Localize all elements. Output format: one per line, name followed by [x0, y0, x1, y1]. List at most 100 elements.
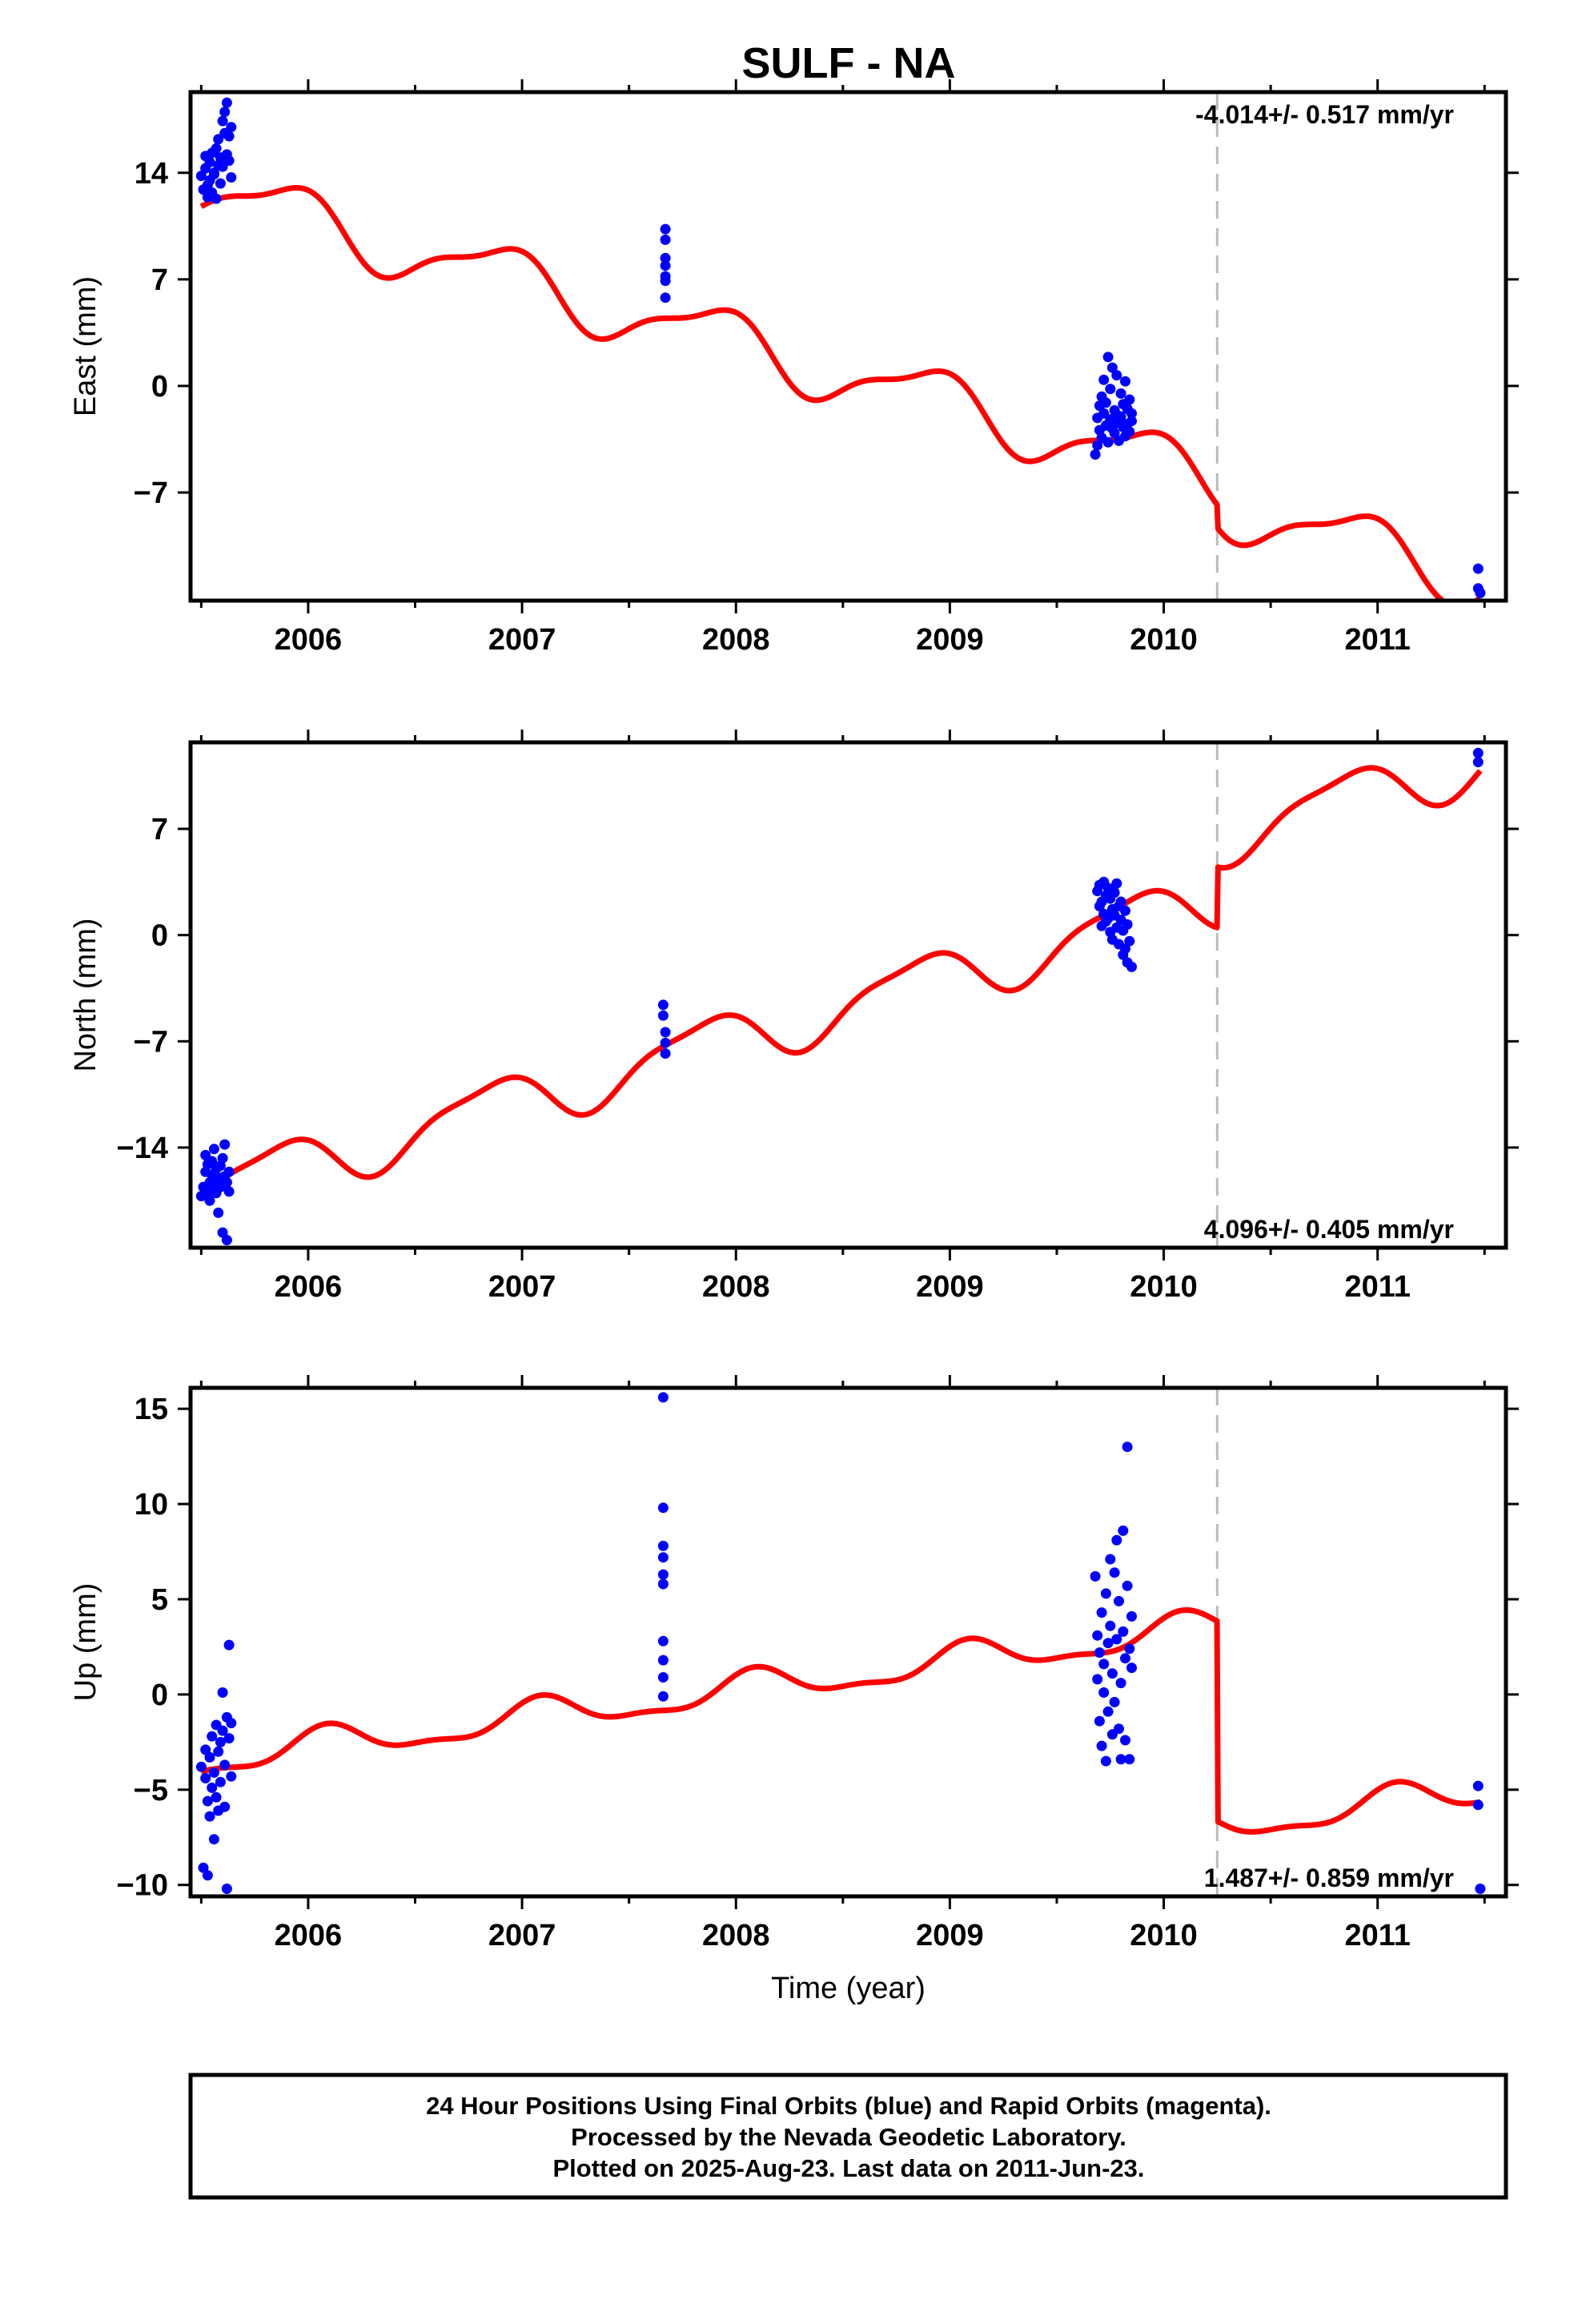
- north-y-tick-label: 0: [151, 919, 168, 953]
- east-data-point: [1102, 352, 1114, 363]
- up-data-point: [223, 1639, 235, 1651]
- east-x-tick-label: 2011: [1344, 623, 1410, 657]
- east-data-point: [1124, 394, 1135, 405]
- east-data-point: [195, 171, 207, 182]
- east-data-point: [1100, 397, 1111, 408]
- east-data-point: [217, 115, 228, 127]
- north-data-point: [223, 1186, 235, 1197]
- up-y-tick-label: 0: [151, 1679, 168, 1712]
- up-y-axis-label: Up (mm): [69, 1583, 102, 1702]
- up-y-tick-label: −10: [117, 1869, 168, 1903]
- up-data-point: [657, 1502, 669, 1514]
- north-data-point: [1111, 878, 1122, 889]
- east-panel: 2006 2007 2008 2009 2010 2011 −7 0 7 14 East (mm) -…: [69, 79, 1519, 657]
- up-data-point: [207, 1731, 218, 1742]
- north-data-point: [657, 1010, 669, 1021]
- up-data-point: [1102, 1638, 1114, 1649]
- north-y-tick-label: −7: [134, 1025, 168, 1059]
- up-data-point: [195, 1761, 207, 1772]
- up-data-point: [1092, 1674, 1103, 1685]
- north-data-point: [204, 1195, 215, 1206]
- north-data-point: [217, 1152, 228, 1164]
- up-data-point: [657, 1578, 669, 1590]
- east-data-point: [660, 223, 671, 235]
- up-data-point: [1096, 1740, 1107, 1751]
- up-model-curve: [199, 1607, 1483, 1835]
- up-data-point: [1124, 1754, 1135, 1765]
- east-x-tick-label: 2007: [488, 623, 556, 657]
- up-x-tick-label: 2011: [1344, 1919, 1410, 1952]
- up-data-point: [657, 1655, 669, 1666]
- east-y-tick-label: 0: [151, 370, 168, 404]
- up-plot-frame: [188, 1385, 1508, 1899]
- north-data-point: [1120, 905, 1130, 916]
- up-data-point: [219, 1759, 231, 1771]
- north-plot-frame: [188, 740, 1508, 1250]
- east-data-point: [204, 157, 215, 167]
- east-data-point: [1126, 408, 1137, 419]
- up-velocity-annotation: 1.487+/- 0.859 mm/yr: [1204, 1864, 1454, 1892]
- east-data-point: [660, 275, 671, 287]
- north-model-curve: [199, 765, 1483, 1201]
- east-data-point: [223, 131, 235, 142]
- up-data-point: [215, 1736, 226, 1747]
- east-data-point: [1111, 370, 1122, 381]
- east-data-point: [1126, 416, 1137, 427]
- north-x-tick-label: 2009: [916, 1270, 984, 1304]
- footer-line-1: 24 Hour Positions Using Final Orbits (bl…: [426, 2092, 1271, 2120]
- up-data-point: [657, 1672, 669, 1683]
- up-x-tick-label: 2009: [916, 1919, 984, 1952]
- east-data-point: [1115, 388, 1126, 399]
- east-y-tick-label: 7: [151, 263, 168, 297]
- east-data-point: [1098, 408, 1110, 419]
- east-data-point: [215, 178, 226, 189]
- east-data-point: [1115, 411, 1126, 422]
- up-data-point: [200, 1744, 211, 1755]
- north-data-point: [1124, 935, 1135, 947]
- up-data-point: [223, 1733, 235, 1744]
- up-data-point: [1109, 1696, 1120, 1707]
- up-data-point: [211, 1791, 222, 1803]
- north-data-point: [1122, 919, 1133, 930]
- up-data-point: [1096, 1607, 1107, 1618]
- north-data-point: [213, 1207, 224, 1218]
- up-data-point: [219, 1801, 231, 1812]
- up-data-point: [217, 1687, 228, 1698]
- up-data-point: [1475, 1884, 1486, 1894]
- up-data-point: [657, 1569, 669, 1580]
- up-data-point: [1118, 1626, 1129, 1637]
- east-data-point: [1124, 426, 1135, 437]
- up-data-point: [1118, 1525, 1129, 1536]
- up-data-point: [1122, 1580, 1133, 1591]
- east-data-point: [1105, 384, 1116, 395]
- east-data-point: [1472, 563, 1484, 574]
- footer-line-3: Plotted on 2025-Aug-23. Last data on 201…: [552, 2154, 1144, 2182]
- up-data-point: [1126, 1610, 1137, 1622]
- up-data-point: [202, 1795, 213, 1807]
- figure-title: SULF - NA: [742, 39, 956, 87]
- east-data-point: [1475, 588, 1486, 598]
- north-data-point: [1472, 747, 1484, 758]
- up-panel: 2006 2007 2008 2009 2010 2011 −10 −5 0 5 10 15 Up (m…: [69, 1375, 1519, 2005]
- north-velocity-annotation: 4.096+/- 0.405 mm/yr: [1204, 1215, 1454, 1244]
- up-data-point: [1124, 1643, 1135, 1655]
- east-data-point: [660, 292, 671, 304]
- up-data-point: [1120, 1653, 1130, 1664]
- east-x-tick-label: 2010: [1130, 623, 1198, 657]
- up-data-point: [1115, 1754, 1126, 1765]
- up-data-point: [204, 1811, 215, 1822]
- up-data-point: [1094, 1715, 1105, 1727]
- north-data-point: [657, 999, 669, 1011]
- up-data-point: [208, 1767, 219, 1778]
- up-y-tick-label: 15: [135, 1393, 168, 1426]
- east-data-point: [660, 252, 671, 263]
- up-data-point: [226, 1718, 237, 1729]
- east-data-point: [1098, 374, 1110, 385]
- north-data-point: [660, 1048, 671, 1059]
- north-data-point: [202, 1186, 213, 1197]
- up-data-point: [1114, 1595, 1124, 1606]
- up-data-point: [215, 1776, 226, 1787]
- up-data-point: [1094, 1647, 1105, 1659]
- east-x-tick-label: 2009: [916, 623, 984, 657]
- east-x-tick-label: 2008: [702, 623, 770, 657]
